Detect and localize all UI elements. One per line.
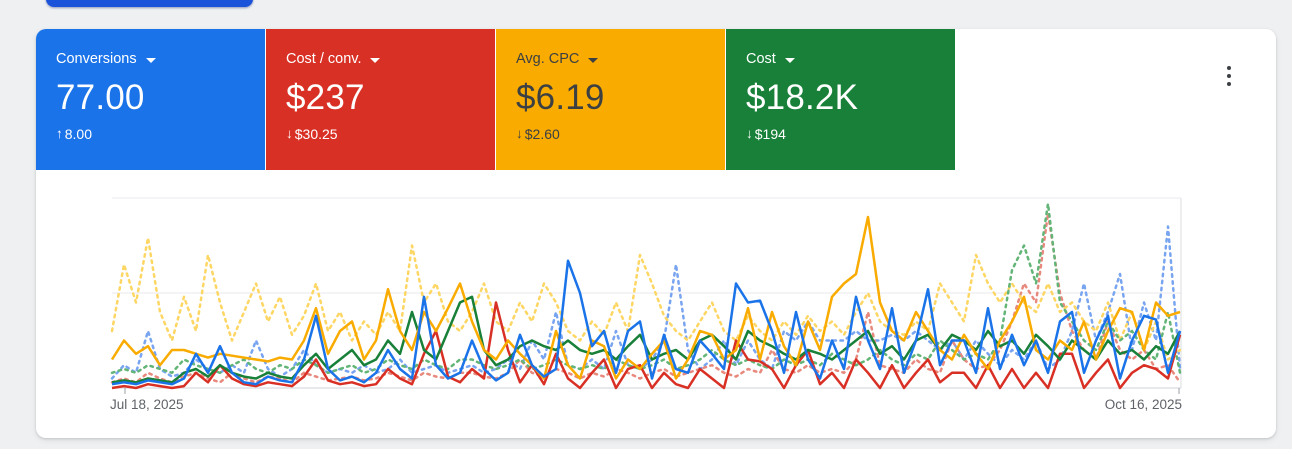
top-toolbar-button-partial[interactable] bbox=[46, 0, 253, 7]
metric-value: $18.2K bbox=[746, 78, 859, 117]
metric-delta: ↑ 8.00 bbox=[56, 126, 265, 142]
metric-label: Cost bbox=[746, 51, 776, 67]
metric-value: $6.19 bbox=[516, 78, 605, 117]
arrow-down-icon: ↓ bbox=[516, 126, 523, 141]
metric-selector[interactable]: Avg. CPC bbox=[516, 51, 725, 67]
metric-delta: ↓ $194 bbox=[746, 126, 955, 142]
series-conversions-now bbox=[111, 259, 1182, 386]
scorecard-conversions[interactable]: Conversions 77.00 ↑ 8.00 bbox=[36, 29, 265, 170]
metric-selector[interactable]: Cost bbox=[746, 51, 955, 67]
scorecard-cost[interactable]: Cost $18.2K ↓ $194 bbox=[726, 29, 955, 170]
kebab-vertical-icon bbox=[1226, 65, 1232, 71]
series-cost-per-conv-now bbox=[111, 301, 1182, 390]
metric-delta: ↓ $30.25 bbox=[286, 126, 495, 142]
scorecard-avg-cpc[interactable]: Avg. CPC $6.19 ↓ $2.60 bbox=[496, 29, 725, 170]
time-series-chart-svg bbox=[110, 197, 1182, 394]
metric-label: Avg. CPC bbox=[516, 51, 580, 67]
scorecard-panel: Conversions 77.00 ↑ 8.00 Cost / conv. $2… bbox=[36, 29, 1276, 438]
gridlines bbox=[112, 197, 1182, 394]
chevron-down-icon[interactable] bbox=[784, 57, 795, 63]
chevron-down-icon[interactable] bbox=[588, 57, 599, 63]
metric-delta: ↓ $2.60 bbox=[516, 126, 725, 142]
metric-selector[interactable]: Conversions bbox=[56, 51, 265, 67]
overflow-menu-button[interactable] bbox=[1216, 58, 1242, 92]
series-avg-cpc-prev bbox=[110, 236, 1182, 361]
metric-label: Conversions bbox=[56, 51, 137, 67]
x-axis-start-label: Jul 18, 2025 bbox=[110, 397, 184, 412]
kebab-vertical-icon bbox=[1226, 73, 1232, 79]
metric-delta-value: 8.00 bbox=[64, 126, 92, 142]
arrow-up-icon: ↑ bbox=[56, 126, 63, 141]
arrow-down-icon: ↓ bbox=[286, 126, 293, 141]
scorecard-cost-per-conv[interactable]: Cost / conv. $237 ↓ $30.25 bbox=[266, 29, 495, 170]
scorecard-row: Conversions 77.00 ↑ 8.00 Cost / conv. $2… bbox=[36, 29, 955, 170]
metric-delta-value: $30.25 bbox=[294, 126, 338, 142]
series-avg-cpc-now bbox=[110, 215, 1181, 380]
x-axis-end-label: Oct 16, 2025 bbox=[1104, 397, 1182, 412]
metric-label: Cost / conv. bbox=[286, 51, 362, 67]
chevron-down-icon[interactable] bbox=[370, 57, 381, 63]
metric-value: 77.00 bbox=[56, 78, 145, 117]
arrow-down-icon: ↓ bbox=[746, 126, 753, 141]
x-axis-labels: Jul 18, 2025 Oct 16, 2025 bbox=[110, 397, 1182, 412]
metric-selector[interactable]: Cost / conv. bbox=[286, 51, 495, 67]
metric-delta-value: $194 bbox=[754, 126, 786, 142]
chart-series-layer bbox=[110, 202, 1182, 390]
metric-value: $237 bbox=[286, 78, 365, 117]
metric-delta-value: $2.60 bbox=[524, 126, 560, 142]
series-cost-prev bbox=[110, 202, 1182, 375]
kebab-vertical-icon bbox=[1226, 81, 1232, 87]
chevron-down-icon[interactable] bbox=[145, 57, 156, 63]
